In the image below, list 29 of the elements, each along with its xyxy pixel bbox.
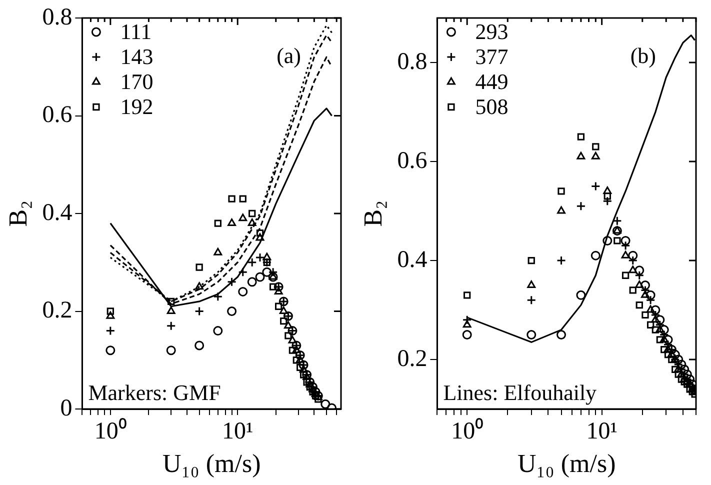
y-axis-title: B₂	[3, 200, 32, 227]
legend-label: 143	[120, 44, 154, 69]
y-tick-label: 0.4	[397, 246, 428, 273]
x-tick-label: 10¹	[586, 418, 618, 445]
y-tick-label: 0.8	[42, 4, 72, 30]
annotation: (a)	[276, 42, 301, 68]
x-axis-title: U₁₀ (m/s)	[517, 449, 616, 478]
legend-label: 170	[120, 68, 154, 94]
y-tick-label: 0	[60, 395, 72, 422]
annotation: (b)	[630, 42, 656, 68]
legend-label: 449	[475, 68, 508, 94]
y-tick-label: 0.2	[42, 298, 72, 324]
y-axis-title: B₂	[358, 200, 388, 227]
y-tick-label: 0.6	[397, 148, 428, 174]
x-tick-label: 10⁰	[94, 418, 126, 445]
annotation: Lines: Elfouhaily	[443, 380, 597, 405]
x-axis-title: U₁₀ (m/s)	[162, 449, 261, 478]
y-tick-label: 0.6	[42, 102, 72, 128]
legend-label: 377	[475, 44, 508, 69]
x-tick-label: 10¹	[222, 418, 254, 445]
y-tick-label: 0.8	[397, 48, 428, 75]
legend-label: 192	[120, 94, 154, 119]
legend-label: 508	[475, 94, 508, 119]
legend-label: 293	[475, 18, 508, 44]
y-tick-label: 0.4	[42, 200, 72, 226]
annotation: Markers: GMF	[88, 380, 221, 405]
y-tick-label: 0.2	[397, 346, 428, 372]
x-tick-label: 10⁰	[451, 418, 484, 445]
legend-label: 111	[120, 18, 152, 44]
